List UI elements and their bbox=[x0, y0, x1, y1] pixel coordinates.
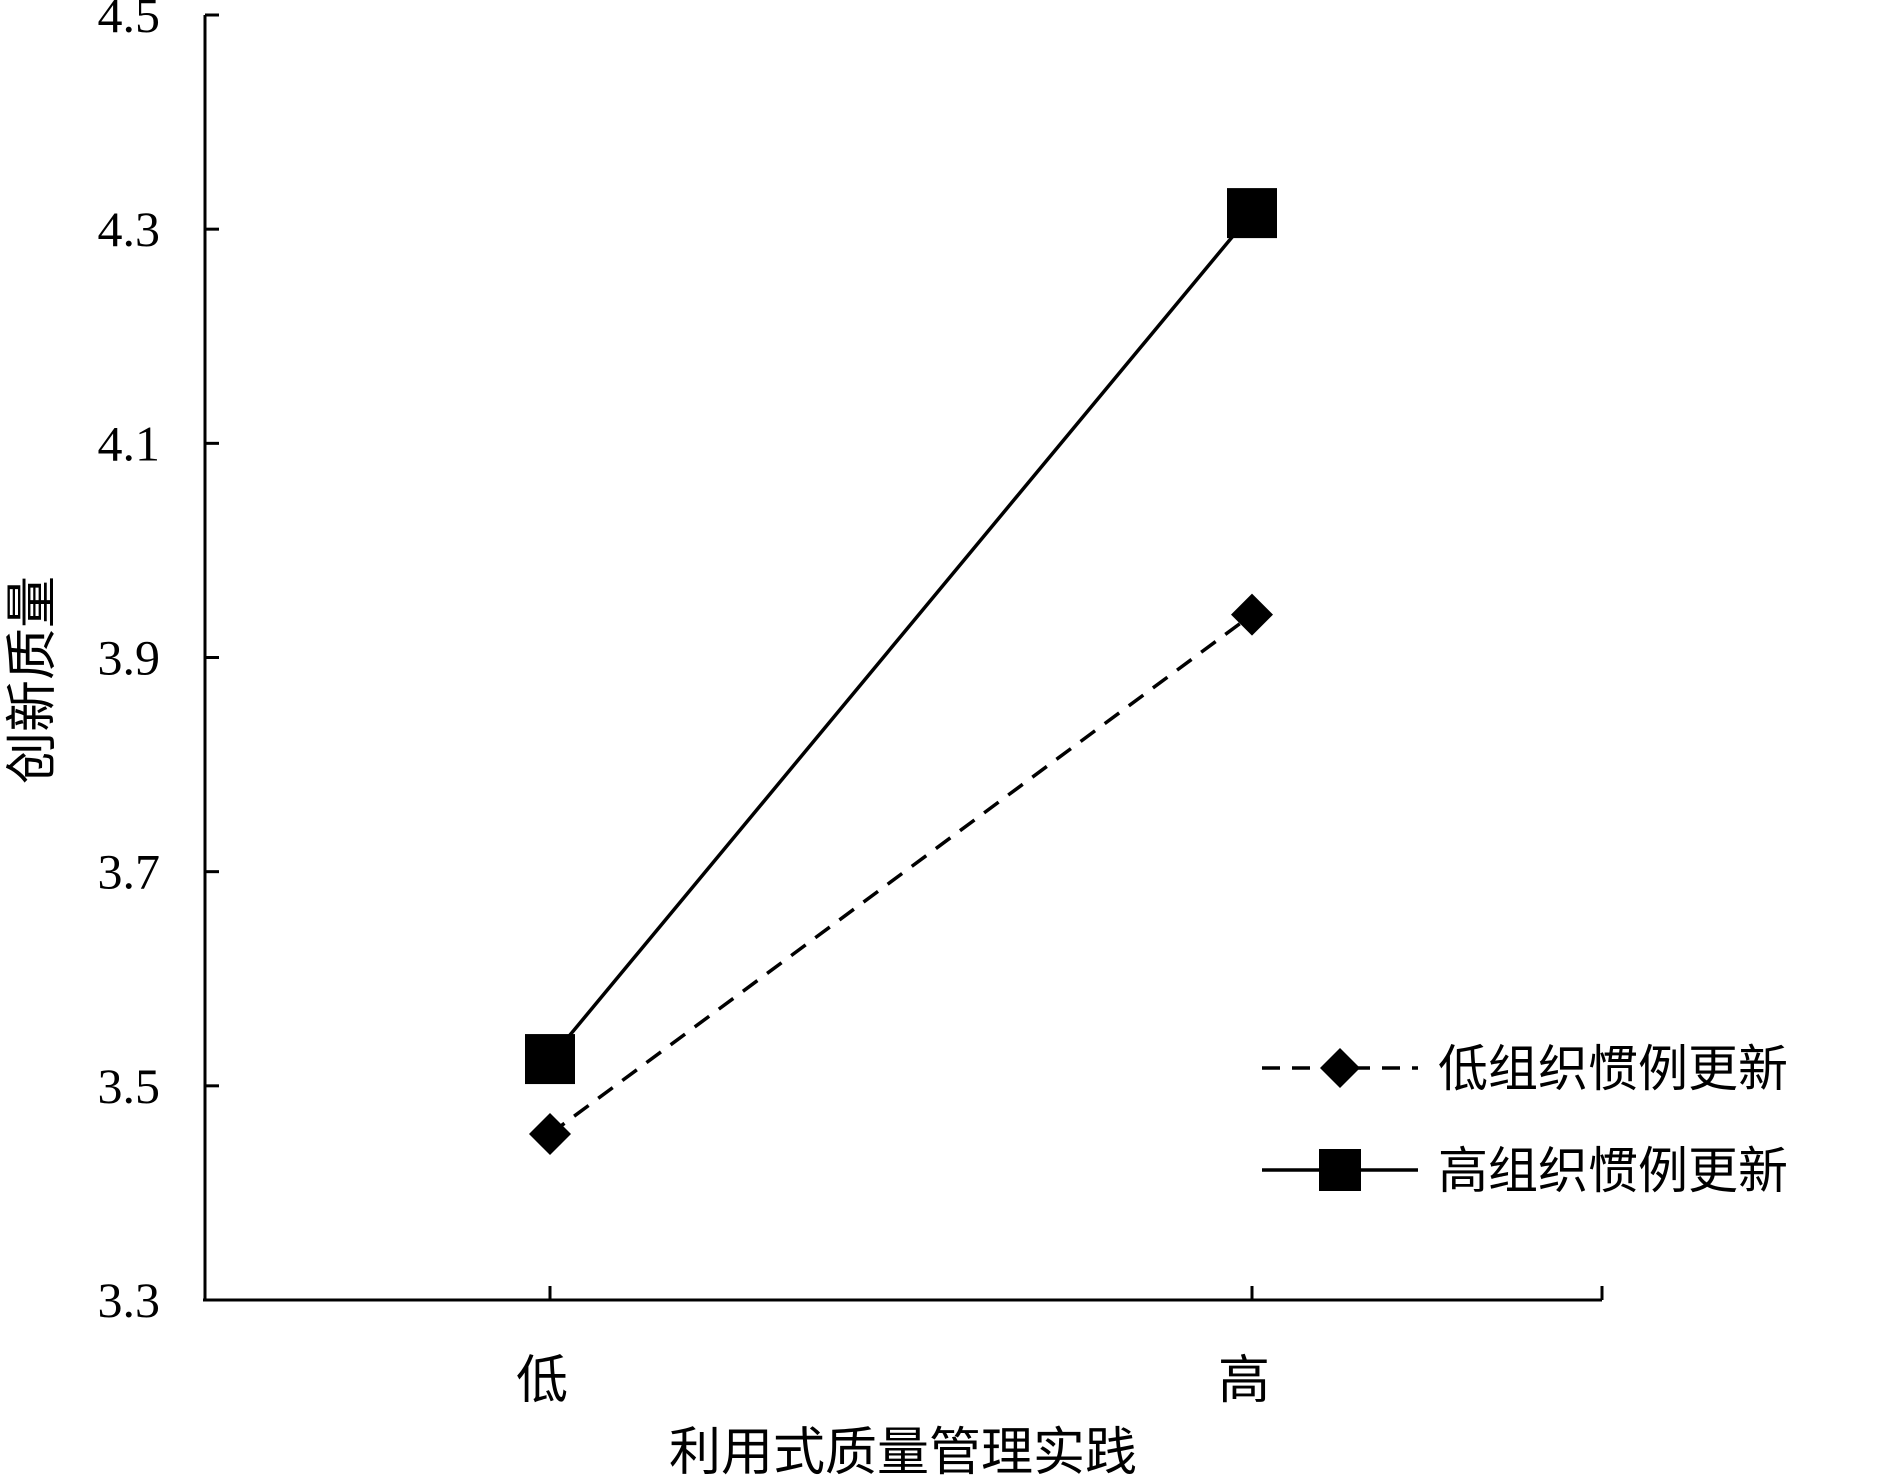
series-line bbox=[548, 613, 1254, 1136]
x-ticks: 低高 bbox=[516, 1286, 1604, 1410]
y-tick-label: 4.1 bbox=[98, 415, 161, 471]
y-tick-label: 3.3 bbox=[98, 1272, 161, 1328]
data-point bbox=[1227, 188, 1277, 239]
series-markers bbox=[525, 188, 1277, 1156]
y-tick-label: 3.7 bbox=[98, 844, 161, 900]
x-tick-label: 高 bbox=[1218, 1353, 1270, 1410]
series-lines bbox=[548, 211, 1254, 1136]
y-tick-label: 3.9 bbox=[98, 630, 161, 686]
y-tick-label: 4.3 bbox=[98, 201, 161, 257]
x-axis-title: 利用式质量管理实践 bbox=[669, 1425, 1137, 1480]
data-point bbox=[1231, 593, 1273, 636]
data-point bbox=[529, 1113, 571, 1156]
legend-label: 低组织惯例更新 bbox=[1438, 1041, 1788, 1097]
y-tick-label: 4.5 bbox=[98, 0, 161, 43]
data-point bbox=[525, 1034, 575, 1085]
legend-swatch-marker bbox=[1320, 1048, 1360, 1088]
legend-swatch-marker bbox=[1319, 1149, 1361, 1191]
axes bbox=[203, 15, 1602, 1302]
y-tick-label: 3.5 bbox=[98, 1058, 161, 1114]
y-axis-title: 创新质量 bbox=[5, 576, 62, 784]
x-tick-label: 低 bbox=[516, 1353, 568, 1410]
y-ticks: 3.3 3.5 3.7 3.9 4.1 4.3 4.5 bbox=[98, 0, 219, 1328]
legend-label: 高组织惯例更新 bbox=[1438, 1143, 1788, 1199]
series-line bbox=[548, 211, 1254, 1061]
